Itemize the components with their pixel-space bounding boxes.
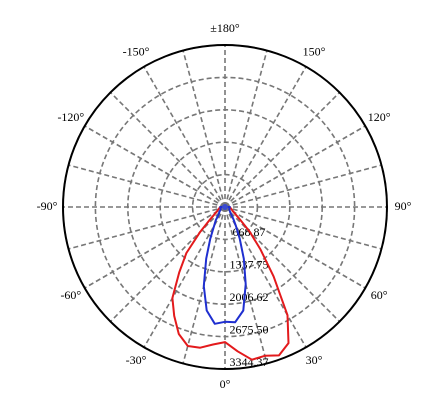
theta-tick-label: 120° [368, 110, 391, 124]
grid-line [143, 66, 226, 208]
theta-tick-label: -60° [60, 288, 81, 302]
grid-line-minor [68, 164, 226, 208]
grid-line [224, 206, 307, 348]
series-line [171, 206, 290, 361]
r-tick-label: 2675.50 [230, 322, 269, 336]
grid-line [224, 66, 307, 208]
grid-circle [94, 76, 356, 338]
grid-line-minor [224, 50, 268, 208]
grid-line-minor [224, 91, 341, 208]
theta-tick-label: -90° [37, 199, 58, 213]
grid-line-minor [68, 206, 226, 250]
series-line [202, 206, 247, 325]
r-tick-label: 2006.62 [230, 290, 269, 304]
grid-line-minor [224, 164, 382, 208]
theta-tick-label: 30° [306, 353, 323, 367]
grid-circle [127, 109, 323, 305]
grid-circle [191, 173, 259, 241]
center-dot [222, 204, 228, 210]
grid-line [224, 125, 366, 208]
grid-line [84, 125, 226, 208]
theta-tick-label: -150° [123, 45, 150, 59]
grid-line [84, 206, 226, 289]
theta-tick-label: ±180° [210, 21, 240, 35]
outer-circle [62, 44, 388, 370]
grid-line [143, 206, 226, 348]
grid-line-minor [182, 50, 226, 208]
grid-line-minor [109, 91, 226, 208]
r-tick-label: 1337.75 [230, 258, 269, 272]
grid-line-minor [109, 206, 226, 323]
theta-tick-label: -30° [126, 353, 147, 367]
theta-tick-label: -120° [57, 110, 84, 124]
theta-tick-label: 150° [303, 45, 326, 59]
theta-tick-label: 60° [371, 288, 388, 302]
grid-circle [159, 141, 291, 273]
theta-tick-label: 90° [395, 199, 412, 213]
grid-line [224, 206, 366, 289]
grid-line-minor [224, 206, 382, 250]
theta-tick-label: 0° [220, 377, 231, 391]
